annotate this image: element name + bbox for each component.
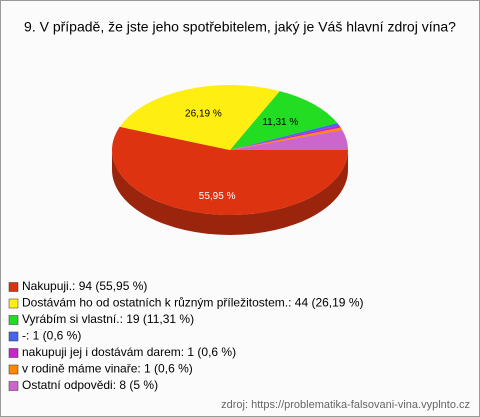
slice-label: 11,31 % [262, 117, 298, 128]
legend-swatch [8, 298, 19, 309]
legend-swatch [8, 348, 19, 358]
legend-swatch [8, 364, 19, 375]
pie-side [112, 150, 348, 235]
legend-label: Dostávám ho od ostatních k různým přílež… [22, 296, 363, 310]
pie-slice [230, 123, 340, 150]
legend-swatch [8, 381, 19, 391]
slice-label: 26,19 % [185, 108, 222, 119]
legend-label: -: 1 (0,6 %) [22, 329, 81, 343]
legend-label: nakupuji jej i dostávám darem: 1 (0,6 %) [22, 345, 236, 359]
legend-swatch [8, 282, 19, 292]
pie-slice [230, 91, 338, 150]
source: zdroj: https://problematika-falsovani-vi… [221, 399, 470, 411]
legend-label: Ostatní odpovědi: 8 (5 %) [22, 378, 158, 392]
pie-slice [230, 127, 343, 150]
legend-label: v rodině máme vinaře: 1 (0,6 %) [22, 362, 193, 376]
pie-slice [230, 125, 341, 150]
pie-slice [230, 129, 348, 150]
chart-title: 9. V případě, že jste jeho spotřebitelem… [24, 19, 456, 35]
legend-swatch [8, 315, 19, 325]
pie-slice [119, 84, 280, 150]
pie-slice [111, 126, 348, 216]
legend-swatch [8, 331, 19, 342]
legend-label: Nakupuji.: 94 (55,95 %) [22, 279, 147, 293]
slice-label: 55,95 % [199, 191, 236, 202]
legend-label: Vyrábím si vlastní.: 19 (11,31 %) [22, 312, 194, 326]
